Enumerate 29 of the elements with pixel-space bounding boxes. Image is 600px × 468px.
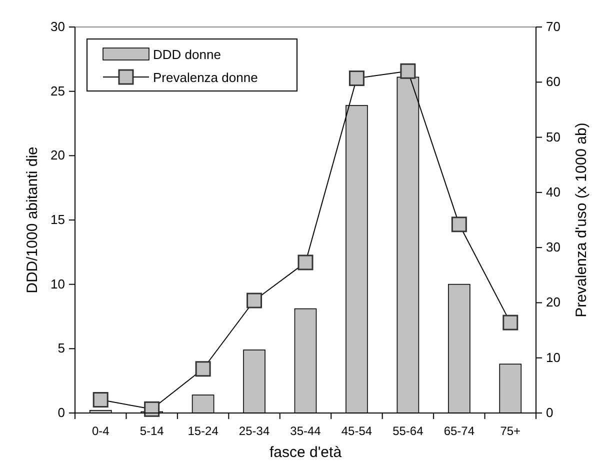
y-tick-label: 25 bbox=[50, 83, 65, 98]
y-tick-label: 15 bbox=[50, 212, 65, 227]
x-tick-label: 35-44 bbox=[290, 424, 322, 438]
x-tick-label: 65-74 bbox=[444, 424, 475, 438]
x-tick-label: 75+ bbox=[500, 424, 521, 438]
y2-tick-label: 40 bbox=[546, 184, 560, 200]
legend-label: DDD donne bbox=[153, 47, 221, 62]
x-axis-title: fasce d'età bbox=[269, 444, 342, 461]
x-tick-label: 15-24 bbox=[188, 424, 219, 438]
x-tick-label: 5-14 bbox=[140, 424, 164, 438]
y2-tick-label: 30 bbox=[546, 240, 560, 255]
x-tick-label: 25-34 bbox=[238, 424, 270, 438]
y2-tick-label: 70 bbox=[546, 19, 560, 34]
x-tick-label: 55-64 bbox=[392, 424, 424, 438]
y2-tick-label: 20 bbox=[546, 294, 560, 310]
legend-label: Prevalenza donne bbox=[153, 70, 258, 85]
y2-tick-label: 60 bbox=[546, 74, 560, 90]
y2-tick-label: 10 bbox=[546, 350, 560, 365]
y2-tick-label: 50 bbox=[546, 129, 560, 144]
y-tick-label: 20 bbox=[50, 148, 65, 163]
y-tick-label: 0 bbox=[58, 405, 65, 420]
y2-axis-title: Prevalenza d'uso (x 1000 ab) bbox=[573, 122, 590, 318]
y-tick-label: 30 bbox=[50, 19, 65, 34]
y-tick-label: 10 bbox=[50, 276, 65, 292]
x-tick-label: 45-54 bbox=[341, 424, 372, 438]
y-tick-label: 5 bbox=[58, 340, 65, 356]
y-axis-title: DDD/1000 abitanti die bbox=[24, 146, 41, 294]
y2-tick-label: 0 bbox=[546, 405, 554, 420]
x-tick-label: 0-4 bbox=[92, 424, 110, 438]
